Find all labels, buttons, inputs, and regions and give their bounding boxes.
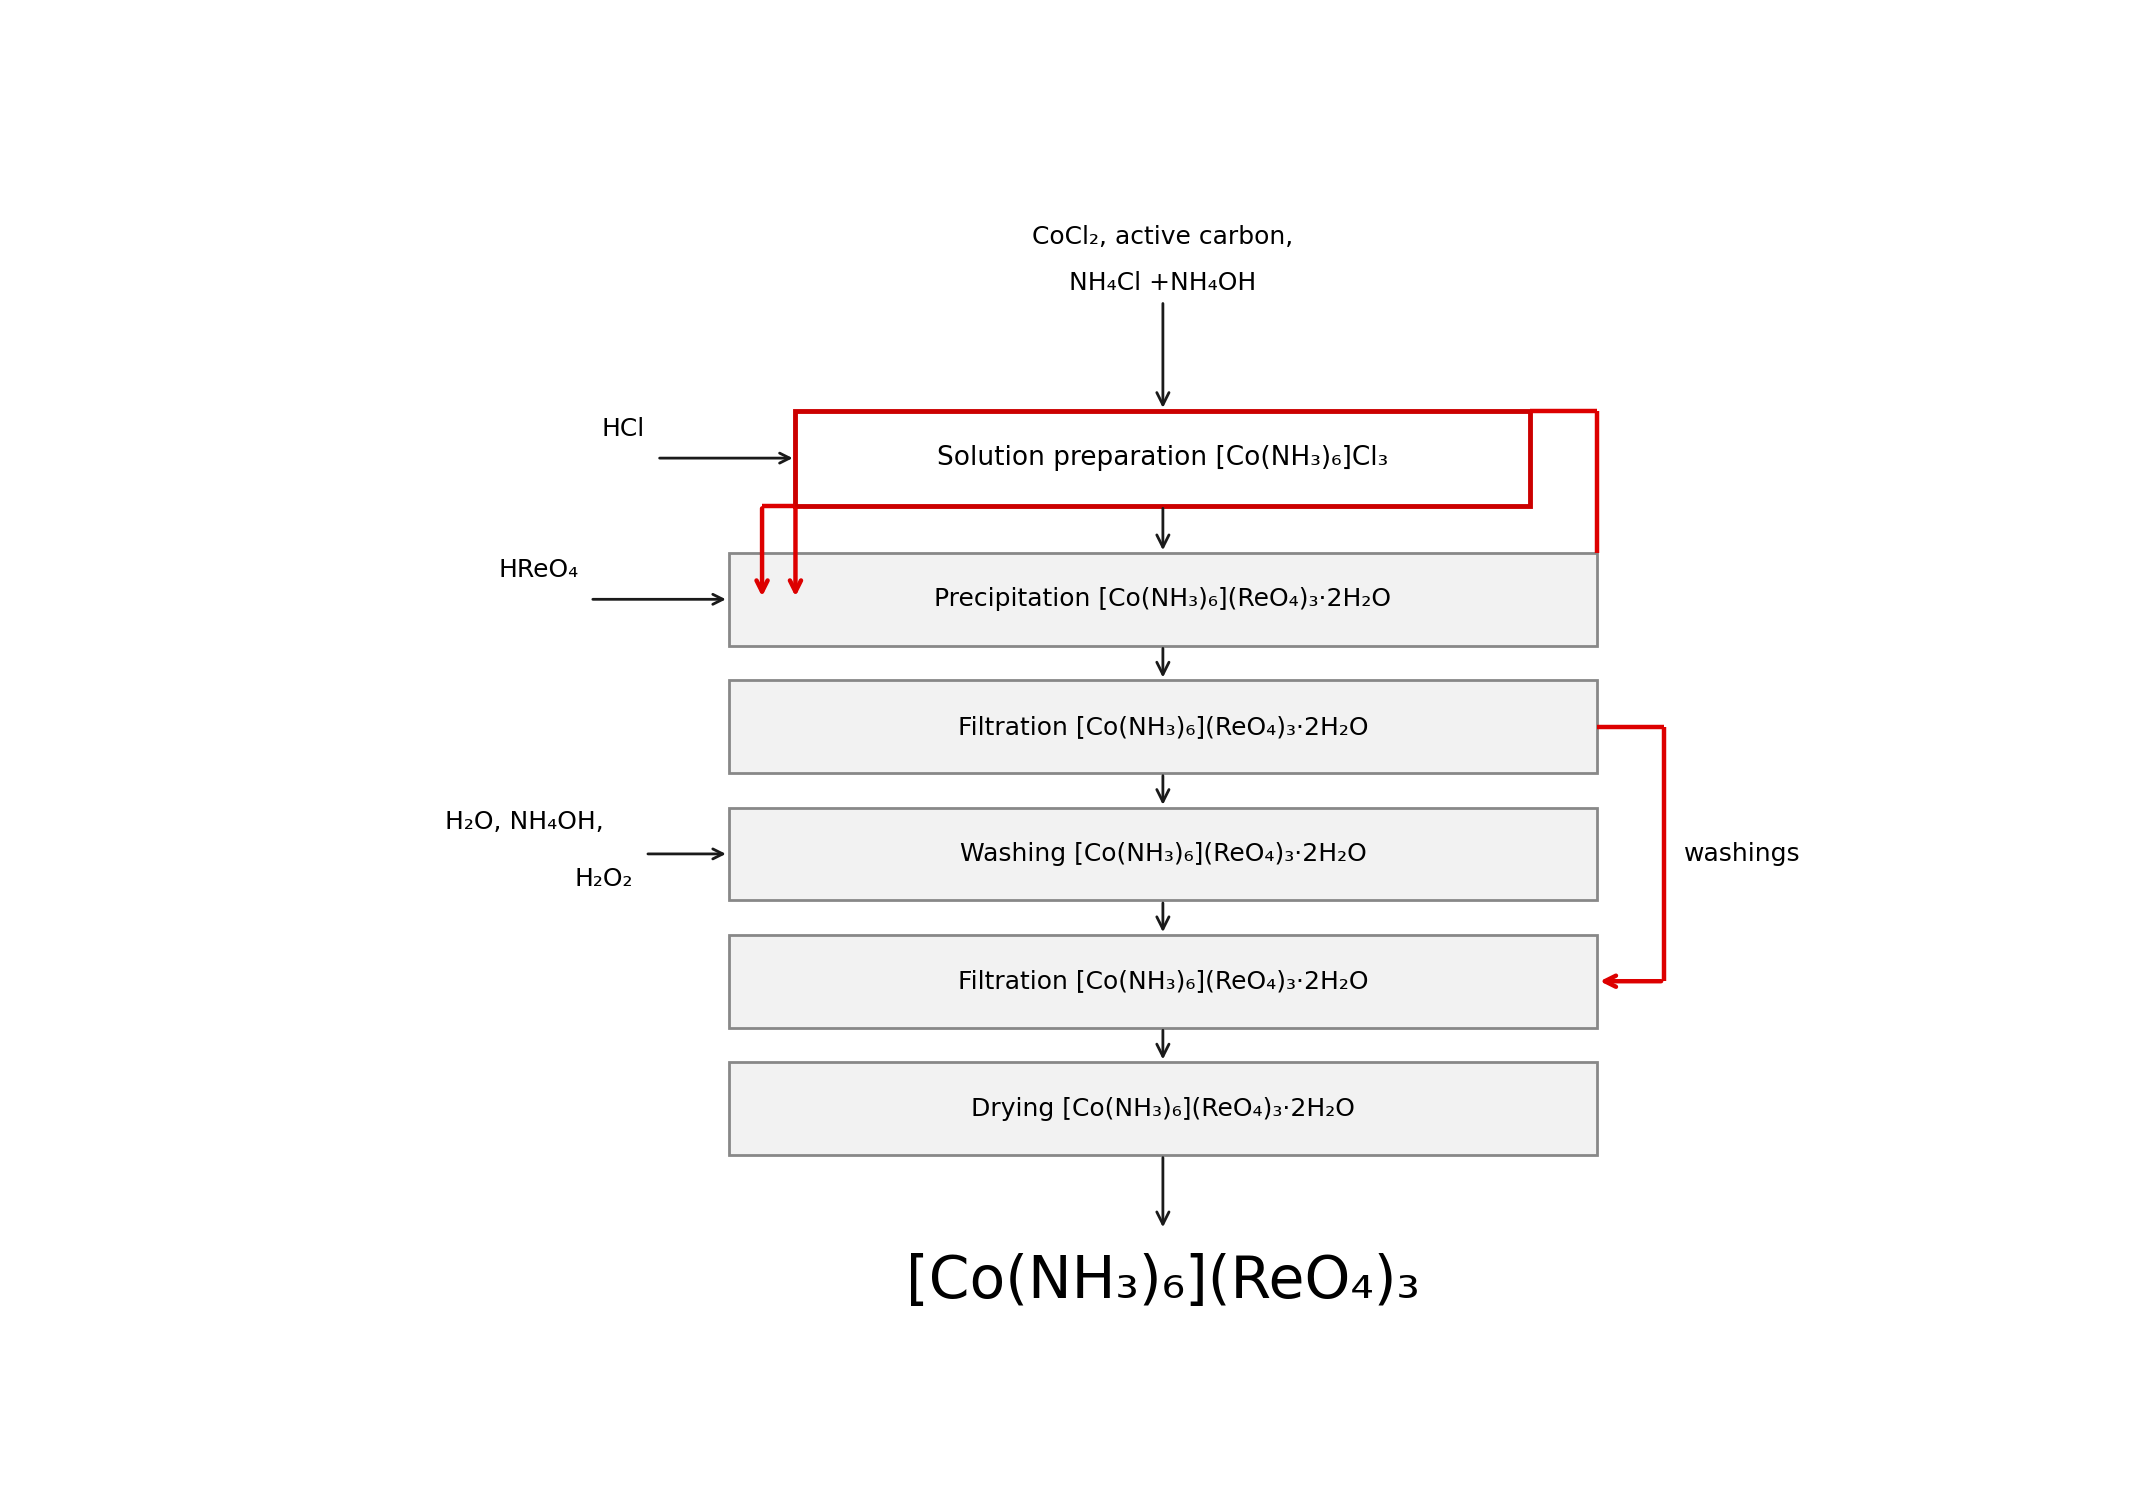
FancyBboxPatch shape: [728, 1063, 1597, 1154]
Text: H₂O, NH₄OH,: H₂O, NH₄OH,: [444, 810, 603, 834]
Text: NH₄Cl +NH₄OH: NH₄Cl +NH₄OH: [1069, 271, 1256, 295]
FancyBboxPatch shape: [728, 553, 1597, 646]
Text: Solution preparation [Co(NH₃)₆]Cl₃: Solution preparation [Co(NH₃)₆]Cl₃: [937, 445, 1388, 470]
Text: Drying [Co(NH₃)₆](ReO₄)₃·2H₂O: Drying [Co(NH₃)₆](ReO₄)₃·2H₂O: [972, 1097, 1355, 1121]
Text: H₂O₂: H₂O₂: [575, 867, 634, 891]
Text: Precipitation [Co(NH₃)₆](ReO₄)₃·2H₂O: Precipitation [Co(NH₃)₆](ReO₄)₃·2H₂O: [935, 588, 1392, 612]
Text: CoCl₂, active carbon,: CoCl₂, active carbon,: [1032, 224, 1293, 248]
Text: washings: washings: [1683, 842, 1802, 866]
Text: Filtration [Co(NH₃)₆](ReO₄)₃·2H₂O: Filtration [Co(NH₃)₆](ReO₄)₃·2H₂O: [957, 714, 1368, 738]
FancyBboxPatch shape: [795, 410, 1530, 505]
Text: HReO₄: HReO₄: [498, 559, 578, 582]
Text: Washing [Co(NH₃)₆](ReO₄)₃·2H₂O: Washing [Co(NH₃)₆](ReO₄)₃·2H₂O: [959, 842, 1366, 866]
FancyBboxPatch shape: [728, 935, 1597, 1028]
FancyBboxPatch shape: [728, 807, 1597, 900]
Text: Filtration [Co(NH₃)₆](ReO₄)₃·2H₂O: Filtration [Co(NH₃)₆](ReO₄)₃·2H₂O: [957, 969, 1368, 993]
Text: HCl: HCl: [601, 418, 644, 442]
FancyBboxPatch shape: [728, 681, 1597, 773]
Text: [Co(NH₃)₆](ReO₄)₃: [Co(NH₃)₆](ReO₄)₃: [905, 1254, 1420, 1311]
